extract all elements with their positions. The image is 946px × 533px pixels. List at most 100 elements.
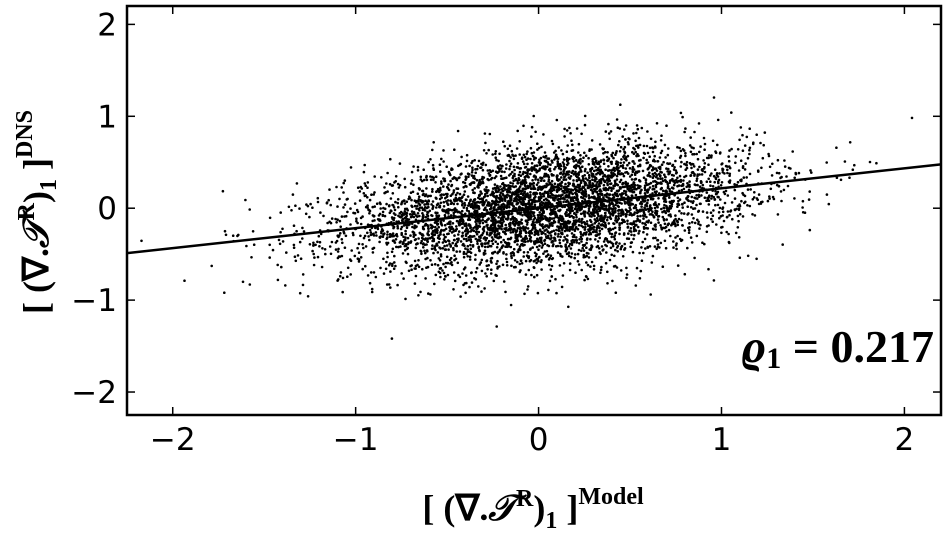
data-point — [419, 290, 422, 294]
data-point — [540, 259, 543, 262]
data-point — [616, 250, 619, 253]
data-point — [500, 246, 503, 250]
data-point — [583, 123, 587, 127]
data-point — [561, 274, 565, 277]
data-point — [515, 218, 518, 222]
data-point — [338, 219, 342, 223]
data-point — [529, 203, 532, 207]
data-point — [602, 162, 606, 165]
data-point — [670, 223, 673, 227]
data-point — [442, 149, 445, 152]
data-point — [399, 245, 402, 248]
data-point — [559, 195, 563, 198]
data-point — [576, 252, 580, 256]
data-point — [628, 213, 631, 216]
data-point — [464, 291, 467, 295]
data-point — [488, 132, 492, 136]
data-point — [566, 228, 569, 232]
data-point — [465, 227, 469, 230]
data-point — [393, 181, 396, 184]
data-point — [745, 135, 749, 139]
data-point — [699, 223, 702, 227]
data-point — [587, 163, 591, 166]
data-point — [357, 242, 361, 246]
data-point — [466, 195, 470, 198]
data-point — [547, 236, 550, 240]
data-point — [586, 178, 589, 182]
data-point — [498, 248, 502, 252]
data-point — [591, 178, 594, 181]
data-point — [396, 182, 400, 186]
data-point — [646, 161, 650, 164]
data-point — [588, 149, 591, 152]
data-point — [595, 211, 599, 214]
data-point — [465, 159, 469, 163]
data-point — [668, 196, 671, 199]
data-point — [482, 195, 486, 199]
data-point — [632, 206, 636, 210]
data-point — [583, 174, 586, 177]
data-point — [483, 132, 487, 135]
data-point — [606, 216, 609, 219]
data-point — [769, 187, 773, 191]
data-point — [457, 176, 460, 180]
data-point — [433, 233, 437, 236]
data-point — [478, 238, 481, 242]
data-point — [619, 103, 622, 106]
data-point — [631, 165, 635, 169]
data-point — [516, 188, 519, 191]
data-point — [701, 210, 705, 213]
data-point — [641, 169, 645, 173]
data-point — [696, 157, 700, 161]
data-point — [486, 268, 489, 271]
data-point — [464, 165, 468, 168]
data-point — [370, 193, 373, 196]
data-point — [489, 233, 492, 236]
data-point — [338, 274, 342, 278]
data-point — [604, 168, 607, 171]
data-point — [606, 177, 609, 180]
data-point — [388, 182, 392, 186]
data-point — [434, 244, 437, 248]
scatter-points — [140, 96, 914, 340]
data-point — [443, 248, 447, 251]
data-point — [606, 282, 609, 285]
data-point — [554, 233, 557, 236]
data-point — [613, 184, 616, 188]
data-point — [682, 149, 686, 152]
data-point — [537, 181, 540, 184]
data-point — [358, 190, 362, 193]
data-point — [644, 208, 648, 211]
data-point — [610, 154, 614, 158]
data-point — [429, 175, 432, 178]
data-point — [621, 135, 624, 138]
data-point — [579, 212, 583, 216]
data-point — [552, 217, 556, 220]
data-point — [485, 191, 489, 195]
data-point — [140, 239, 143, 243]
data-point — [462, 193, 466, 196]
data-point — [722, 219, 726, 223]
data-point — [555, 175, 559, 178]
data-point — [531, 226, 535, 230]
data-point — [610, 173, 614, 177]
data-point — [627, 137, 630, 140]
data-point — [614, 264, 617, 268]
data-point — [608, 186, 611, 189]
data-point — [430, 235, 434, 239]
data-point — [481, 168, 485, 172]
data-point — [535, 164, 539, 168]
data-point — [481, 218, 485, 222]
data-point — [413, 224, 417, 227]
data-point — [583, 169, 587, 173]
data-point — [573, 196, 577, 199]
data-point — [535, 245, 539, 249]
data-point — [692, 171, 695, 175]
data-point — [606, 188, 610, 192]
data-point — [617, 214, 620, 218]
data-point — [456, 187, 460, 190]
data-point — [533, 275, 536, 279]
data-point — [469, 240, 473, 243]
data-point — [664, 198, 667, 201]
data-point — [657, 197, 660, 200]
